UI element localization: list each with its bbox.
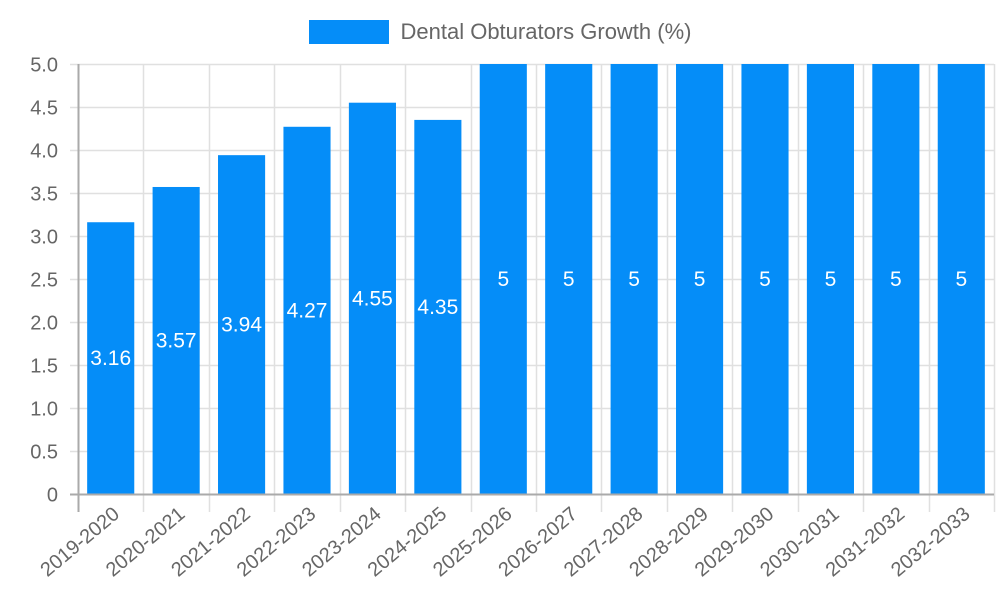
bar[interactable] bbox=[806, 64, 854, 494]
data-label: 4.27 bbox=[287, 299, 328, 322]
bar[interactable] bbox=[348, 102, 396, 494]
bar[interactable] bbox=[937, 64, 985, 494]
data-label: 5 bbox=[825, 268, 837, 291]
axes bbox=[70, 64, 994, 512]
data-label: 5 bbox=[628, 268, 640, 291]
data-label: 5 bbox=[955, 268, 967, 291]
data-label: 3.57 bbox=[156, 329, 197, 352]
data-label: 5 bbox=[563, 268, 575, 291]
bar[interactable] bbox=[414, 119, 462, 495]
bars bbox=[87, 64, 985, 495]
y-tick-label: 0 bbox=[47, 485, 58, 507]
y-tick-label: 4.5 bbox=[30, 98, 58, 120]
y-tick-label: 3.5 bbox=[30, 184, 58, 206]
y-tick-label: 0.5 bbox=[30, 442, 58, 464]
bar[interactable] bbox=[545, 64, 593, 494]
bar[interactable] bbox=[872, 64, 920, 494]
bar[interactable] bbox=[87, 222, 135, 495]
y-tick-label: 2.5 bbox=[30, 270, 58, 292]
bar[interactable] bbox=[676, 64, 724, 494]
legend-label: Dental Obturators Growth (%) bbox=[400, 19, 692, 44]
y-tick-label: 4.0 bbox=[30, 141, 58, 163]
y-axis-ticks: 0 0.5 1.0 1.5 2.0 2.5 3.0 3.5 4.0 4.5 5.0 bbox=[30, 55, 58, 507]
bar[interactable] bbox=[479, 64, 527, 494]
y-tick-label: 2.0 bbox=[30, 313, 58, 335]
data-label: 3.94 bbox=[221, 314, 262, 337]
legend-swatch bbox=[308, 20, 389, 44]
y-tick-label: 3.0 bbox=[30, 227, 58, 249]
grid-lines bbox=[70, 63, 996, 512]
bar[interactable] bbox=[152, 186, 200, 495]
y-tick-label: 1.5 bbox=[30, 356, 58, 378]
data-label: 4.35 bbox=[417, 296, 458, 319]
chart-legend[interactable]: Dental Obturators Growth (%) bbox=[0, 19, 1000, 45]
bar[interactable] bbox=[610, 64, 658, 494]
data-label: 3.16 bbox=[90, 347, 131, 370]
x-axis-ticks: 2019-20202020-20212021-20222022-20232023… bbox=[37, 503, 975, 581]
bar[interactable] bbox=[218, 155, 266, 494]
data-label: 5 bbox=[694, 268, 706, 291]
data-label: 5 bbox=[497, 268, 509, 291]
y-tick-label: 1.0 bbox=[30, 399, 58, 421]
y-tick-label: 5.0 bbox=[30, 55, 58, 77]
data-label: 5 bbox=[890, 268, 902, 291]
bar[interactable] bbox=[741, 64, 789, 494]
data-labels: 3.16 3.57 3.94 4.27 4.55 4.35 5 5 5 5 5 5 5 5 bbox=[90, 268, 967, 370]
data-label: 4.55 bbox=[352, 287, 393, 310]
data-label: 5 bbox=[759, 268, 771, 291]
bar[interactable] bbox=[283, 126, 331, 494]
